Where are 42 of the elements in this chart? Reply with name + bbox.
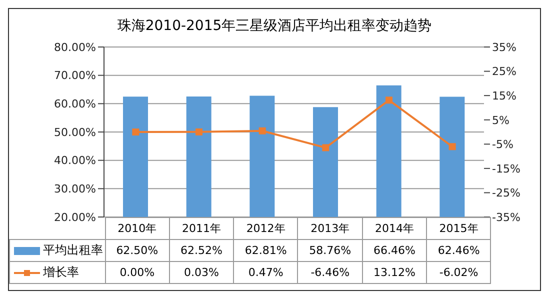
data-label: 62.52%	[169, 240, 234, 262]
chart-title: 珠海2010-2015年三星级酒店平均出租率变动趋势	[116, 17, 433, 36]
y2-tick-label: -35%	[492, 210, 520, 224]
x-tick-label: 2015年	[426, 218, 491, 240]
x-tick-label: 2010年	[105, 218, 170, 240]
point	[448, 143, 456, 150]
point	[322, 144, 330, 152]
y2-tick-label: 35%	[492, 40, 516, 54]
data-label: 58.76%	[298, 240, 362, 262]
y-tick-label: 70.00%	[54, 69, 96, 82]
data-label: -6.02%	[426, 262, 491, 284]
point	[258, 127, 266, 134]
y2-tick-label: 5%	[492, 114, 510, 127]
data-label: 13.12%	[362, 262, 427, 284]
y-tick-label: 50.00%	[54, 126, 96, 139]
y2-tick-label: 25%	[492, 65, 516, 78]
y-tick-label: 30.00%	[54, 182, 96, 196]
data-label: 0.03%	[169, 262, 234, 284]
point	[132, 128, 140, 136]
data-label: 0.00%	[105, 262, 170, 284]
y-tick-label: 40.00%	[54, 154, 96, 168]
legend-label: 增长率	[42, 264, 79, 281]
y2-tick-label: -25%	[492, 186, 520, 200]
point	[386, 96, 392, 104]
y2-tick-label: -5%	[492, 138, 514, 152]
data-label: -6.46%	[298, 262, 362, 284]
data-label: 62.46%	[426, 240, 491, 262]
x-tick-label: 2012年	[234, 218, 298, 240]
x-tick-label: 2011年	[169, 218, 234, 240]
data-label: 66.46%	[362, 240, 427, 262]
y2-tick-label: 15%	[492, 89, 516, 102]
x-tick-label: 2014年	[362, 218, 427, 240]
data-label: 0.47%	[234, 262, 298, 284]
y-tick-label: 80.00%	[54, 40, 96, 54]
y-tick-label: 60.00%	[54, 98, 96, 111]
legend-label: 平均出租率	[42, 242, 103, 259]
data-label: 62.50%	[105, 240, 170, 262]
y-tick-label: 20.00%	[54, 210, 96, 224]
data-label: 62.81%	[234, 240, 298, 262]
point	[196, 128, 202, 136]
x-tick-label: 2013年	[298, 218, 362, 240]
y2-tick-label: -15%	[492, 162, 520, 176]
